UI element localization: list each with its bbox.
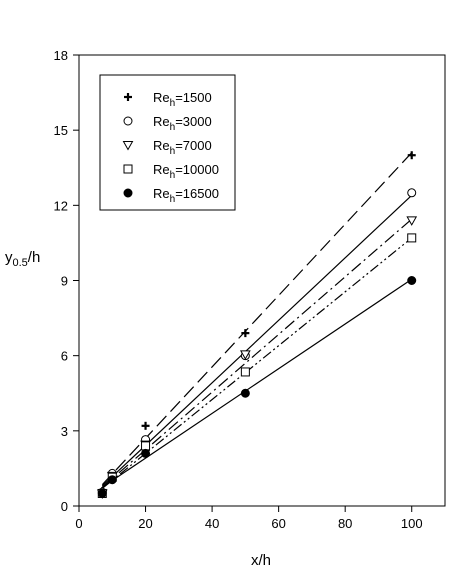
data-point-7000 — [406, 216, 418, 226]
data-point-7000 — [240, 350, 251, 360]
legend-entries: Reh=1500 Reh=3000 Reh=7000 Reh=10000 Reh=165… — [122, 90, 219, 205]
data-point-10000 — [240, 367, 250, 377]
y-axis-title-subscript: 0.5 — [13, 257, 28, 269]
data-point-16500 — [240, 388, 250, 398]
data-markers — [96, 151, 418, 499]
legend-marker-16500 — [123, 188, 133, 198]
legend-marker-10000 — [123, 164, 133, 174]
x-tick-label: 20 — [138, 516, 152, 531]
data-point-16500 — [107, 475, 117, 485]
data-point-3000 — [407, 188, 417, 198]
y-tick-label: 12 — [54, 198, 68, 213]
x-tick-label: 100 — [401, 516, 423, 531]
fit-line-1500 — [101, 152, 413, 486]
data-point-1500 — [241, 329, 250, 338]
fit-lines — [101, 152, 413, 489]
data-point-1500 — [407, 151, 416, 160]
fit-line-16500 — [101, 278, 413, 488]
data-point-10000 — [407, 233, 417, 243]
x-tick-label: 40 — [205, 516, 219, 531]
data-point-16500 — [407, 276, 417, 285]
y-tick-label: 15 — [54, 123, 68, 138]
x-axis-title: x/h — [251, 552, 271, 569]
x-axis: 0 20 40 60 80 100 — [75, 506, 423, 531]
y-tick-label: 3 — [61, 424, 68, 439]
legend-label-10000: Reh=10000 — [153, 162, 219, 181]
legend-marker-3000 — [123, 116, 133, 126]
legend-marker-1500 — [124, 93, 132, 101]
legend-marker-7000 — [122, 141, 134, 151]
y-axis: 0 3 6 9 12 15 18 — [54, 48, 79, 514]
y-axis-title-base: y — [5, 249, 13, 266]
x-tick-label: 0 — [75, 516, 82, 531]
y-tick-label: 0 — [61, 499, 68, 514]
data-point-10000 — [141, 441, 151, 451]
y-tick-label: 9 — [61, 274, 68, 289]
fit-line-7000 — [101, 218, 413, 488]
data-point-1500 — [141, 421, 150, 430]
y-tick-label: 18 — [54, 48, 68, 63]
x-tick-label: 60 — [271, 516, 285, 531]
legend-label-3000: Reh=3000 — [153, 114, 212, 133]
y-axis-title-suffix: /h — [28, 249, 41, 266]
legend-label-16500: Reh=16500 — [153, 186, 219, 205]
fit-line-10000 — [101, 237, 413, 489]
y-tick-label: 6 — [61, 349, 68, 364]
data-point-16500 — [141, 448, 151, 458]
legend-box — [99, 74, 236, 211]
legend: Reh=1500 Reh=3000 Reh=7000 Reh=10000 Reh=165… — [99, 74, 236, 211]
x-tick-label: 80 — [338, 516, 352, 531]
fit-line-3000 — [101, 194, 413, 487]
legend-label-1500: Reh=1500 — [153, 90, 212, 109]
y-axis-title: y0.5/h — [5, 249, 40, 269]
legend-label-7000: Reh=7000 — [153, 138, 212, 157]
data-point-16500 — [97, 488, 107, 498]
